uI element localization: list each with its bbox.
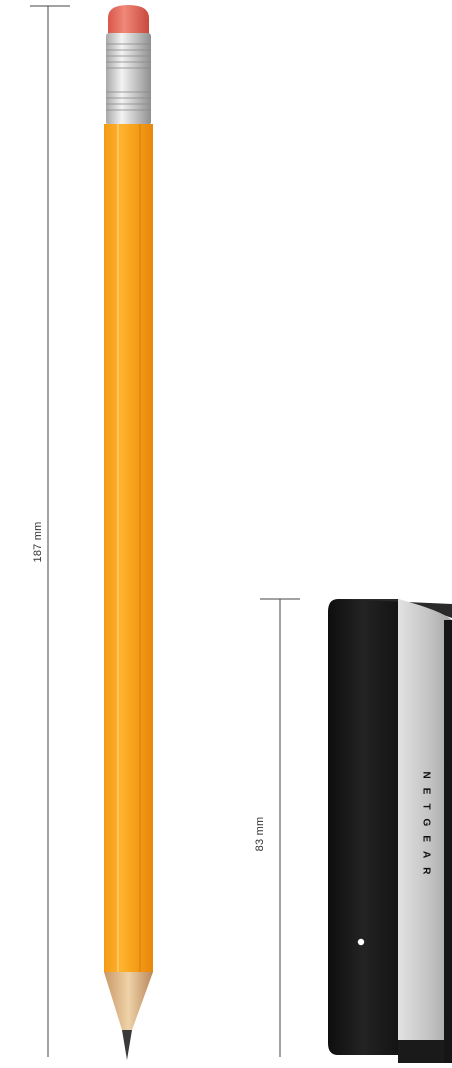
pencil-dimension-marker: [30, 5, 70, 1057]
pencil-length-label: 187 mm: [32, 521, 44, 563]
device-dimension-marker: [260, 598, 300, 1057]
pencil-illustration: [104, 5, 153, 1060]
power-led-indicator: [357, 938, 365, 946]
device-illustration: [328, 599, 452, 1063]
device-brand-text: NETGEAR: [420, 771, 432, 884]
device-height-label: 83 mm: [254, 816, 266, 852]
